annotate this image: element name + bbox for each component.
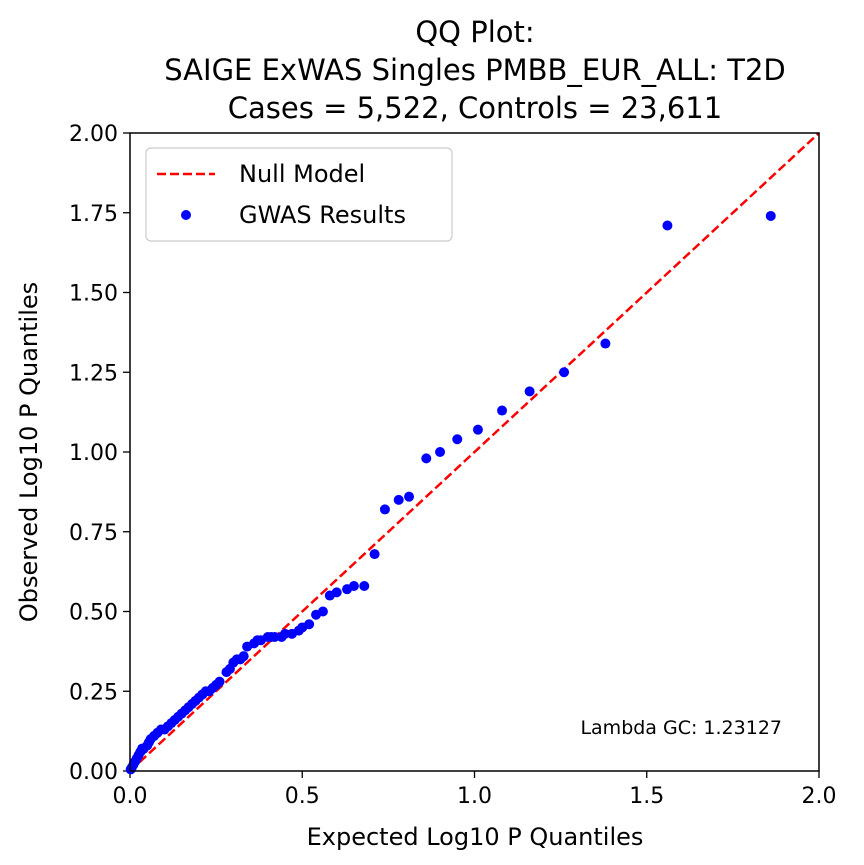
gwas-result-point: [342, 584, 353, 595]
legend: Null Model GWAS Results: [145, 147, 453, 242]
y-axis-label: Observed Log10 P Quantiles: [15, 282, 43, 622]
gwas-result-point: [242, 641, 253, 652]
null-model-line: [129, 132, 820, 772]
plot-frame: [129, 132, 820, 772]
title-line-1: QQ Plot:: [415, 15, 534, 49]
legend-gwas-results-label: GWAS Results: [239, 201, 406, 229]
title: QQ Plot: SAIGE ExWAS Singles PMBB_EUR_AL…: [164, 15, 786, 125]
y-tick-label: 1.50: [69, 282, 118, 307]
title-line-2: SAIGE ExWAS Singles PMBB_EUR_ALL: T2D: [164, 53, 786, 87]
x-axis-ticks: 0.0 0.5 1.0 1.5 2.0: [113, 771, 837, 809]
legend-gwas-results-swatch: [181, 210, 191, 220]
legend-box: [145, 147, 453, 242]
gwas-result-point: [379, 504, 390, 515]
gwas-result-point: [524, 386, 535, 397]
gwas-result-point: [559, 367, 570, 378]
gwas-result-point: [600, 338, 611, 349]
x-tick-label: 0.5: [285, 784, 320, 809]
gwas-result-point: [221, 667, 232, 678]
y-tick-label: 1.25: [69, 361, 118, 386]
gwas-result-point: [404, 491, 415, 502]
y-tick-label: 1.00: [69, 441, 118, 466]
y-tick-label: 1.75: [69, 202, 118, 227]
x-tick-label: 1.0: [457, 784, 492, 809]
gwas-result-point: [393, 494, 404, 505]
gwas-result-point: [421, 453, 432, 464]
gwas-result-point: [452, 434, 463, 445]
gwas-result-point: [286, 628, 297, 639]
gwas-result-point: [435, 447, 446, 457]
lambda-gc-annotation: Lambda GC: 1.23127: [580, 717, 782, 739]
gwas-result-point: [359, 580, 370, 591]
gwas-result-point: [472, 424, 483, 435]
y-axis-ticks: 0.00 0.25 0.50 0.75 1.00 1.25 1.50 1.75 2.00: [69, 122, 130, 785]
legend-null-model-label: Null Model: [239, 160, 365, 188]
y-tick-label: 0.25: [69, 680, 118, 705]
gwas-result-point: [369, 549, 380, 560]
x-tick-label: 1.5: [629, 784, 664, 809]
y-tick-label: 0.50: [69, 601, 118, 626]
y-tick-label: 0.75: [69, 521, 118, 546]
gwas-result-point: [662, 220, 673, 231]
title-line-3: Cases = 5,522, Controls = 23,611: [228, 91, 722, 125]
y-tick-label: 2.00: [69, 122, 118, 147]
gwas-result-point: [324, 590, 335, 601]
gwas-result-point: [276, 632, 287, 643]
x-axis-label: Expected Log10 P Quantiles: [307, 823, 644, 851]
x-tick-label: 0.0: [113, 784, 148, 809]
plot-content: [125, 132, 820, 775]
y-tick-label: 0.00: [69, 760, 118, 785]
gwas-result-point: [765, 210, 776, 221]
gwas-result-point: [311, 609, 322, 620]
x-tick-label: 2.0: [802, 784, 837, 809]
gwas-result-point: [497, 405, 508, 416]
